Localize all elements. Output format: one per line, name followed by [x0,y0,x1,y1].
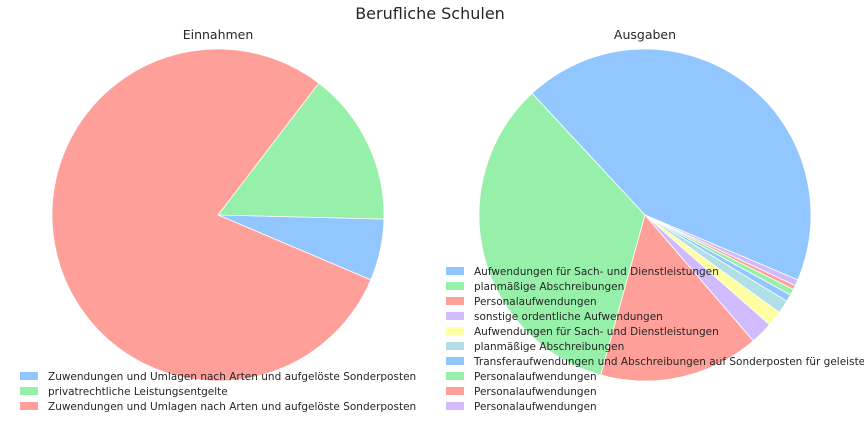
legend-swatch [446,402,464,410]
pie-slice [531,48,812,281]
pie-title: Ausgaben [614,27,676,42]
pie-slice [478,92,646,376]
legend-swatch [446,297,464,305]
legend-label: Transferaufwendungen und Abschreibungen … [473,356,864,368]
legend-label: planmäßige Abschreibungen [474,341,624,353]
pie-title: Einnahmen [183,27,254,42]
legend-swatch [446,372,464,380]
legend-swatch [446,327,464,335]
legend: Zuwendungen und Umlagen nach Arten und a… [20,371,416,413]
legend: Aufwendungen für Sach- und Dienstleistun… [446,266,864,413]
legend-label: Personalaufwendungen [474,296,597,308]
legend-label: sonstige ordentliche Aufwendungen [474,311,663,323]
legend-swatch [446,387,464,395]
pie-chart-ausgaben: Ausgaben Aufwendungen für Sach- und Diens… [446,27,864,413]
legend-label: privatrechtliche Leistungsentgelte [48,386,228,398]
legend-swatch [446,342,464,350]
legend-label: Aufwendungen für Sach- und Dienstleistun… [474,326,719,338]
chart-title: Berufliche Schulen [355,4,505,23]
legend-swatch [20,387,38,395]
pie-slice [217,82,385,220]
legend-swatch [20,402,38,410]
pie-slice [51,48,372,382]
legend-label: Zuwendungen und Umlagen nach Arten und a… [48,401,416,413]
legend-label: Personalaufwendungen [474,401,597,413]
pie-chart-einnahmen: Einnahmen Zuwendungen und Umlagen nach Ar… [20,27,416,413]
legend-swatch [20,372,38,380]
legend-label: Aufwendungen für Sach- und Dienstleistun… [474,266,719,278]
legend-label: planmäßige Abschreibungen [474,281,624,293]
legend-swatch [446,357,464,365]
legend-swatch [446,312,464,320]
legend-label: Zuwendungen und Umlagen nach Arten und a… [48,371,416,383]
legend-swatch [446,267,464,275]
pie-slice [600,214,754,382]
legend-label: Personalaufwendungen [474,386,597,398]
legend-label: Personalaufwendungen [474,371,597,383]
legend-swatch [446,282,464,290]
pie-slice [644,214,799,287]
